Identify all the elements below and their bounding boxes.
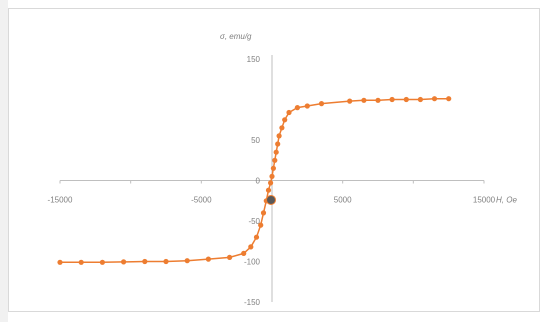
origin-marker [266, 194, 276, 205]
data-point [260, 210, 267, 216]
data-point [269, 173, 275, 179]
window-edge [0, 0, 8, 322]
data-point [227, 254, 233, 260]
data-point [142, 258, 148, 265]
data-point [431, 96, 438, 102]
data-point [279, 125, 285, 131]
data-point [272, 157, 278, 163]
data-point [275, 141, 281, 147]
data-point [361, 97, 367, 103]
x-axis-label: H, Oe [496, 196, 517, 205]
data-point [403, 96, 409, 103]
y-tick-label: 0 [256, 177, 261, 186]
data-point [258, 222, 264, 228]
data-point [286, 109, 292, 116]
data-point [184, 258, 190, 264]
data-point [276, 133, 282, 139]
data-point [375, 97, 381, 103]
data-point [304, 103, 310, 109]
data-point [253, 234, 260, 240]
x-tick-label: 15000 [473, 196, 496, 205]
data-point [417, 96, 423, 103]
x-tick-label: 5000 [334, 196, 352, 205]
data-point [57, 259, 63, 265]
data-point [241, 250, 247, 256]
x-tick-label: -15000 [48, 196, 73, 205]
x-tick-labels: -15000 -5000 5000 15000 [48, 196, 496, 205]
y-tick-label: 150 [247, 55, 261, 64]
data-point [294, 105, 300, 111]
data-point [389, 96, 395, 103]
data-point [205, 256, 211, 262]
data-point [78, 259, 84, 265]
y-axis-label: σ, emu/g [220, 32, 252, 41]
data-point [282, 117, 288, 123]
data-point [248, 244, 254, 250]
data-point [446, 96, 452, 102]
data-point [99, 259, 105, 265]
data-points [57, 96, 452, 265]
y-tick-label: -100 [244, 258, 261, 267]
data-point [270, 165, 276, 171]
data-point [163, 258, 169, 265]
y-tick-label: -50 [248, 217, 260, 226]
data-point [268, 180, 274, 186]
data-point [273, 149, 279, 155]
data-point [347, 98, 353, 104]
data-point [318, 101, 325, 107]
x-tick-label: -5000 [191, 196, 212, 205]
data-point [265, 187, 272, 193]
y-tick-labels: 150 50 0 -50 -100 -150 [244, 55, 261, 307]
y-tick-label: -150 [244, 298, 261, 307]
data-point [121, 259, 127, 265]
y-tick-label: 50 [251, 136, 260, 145]
